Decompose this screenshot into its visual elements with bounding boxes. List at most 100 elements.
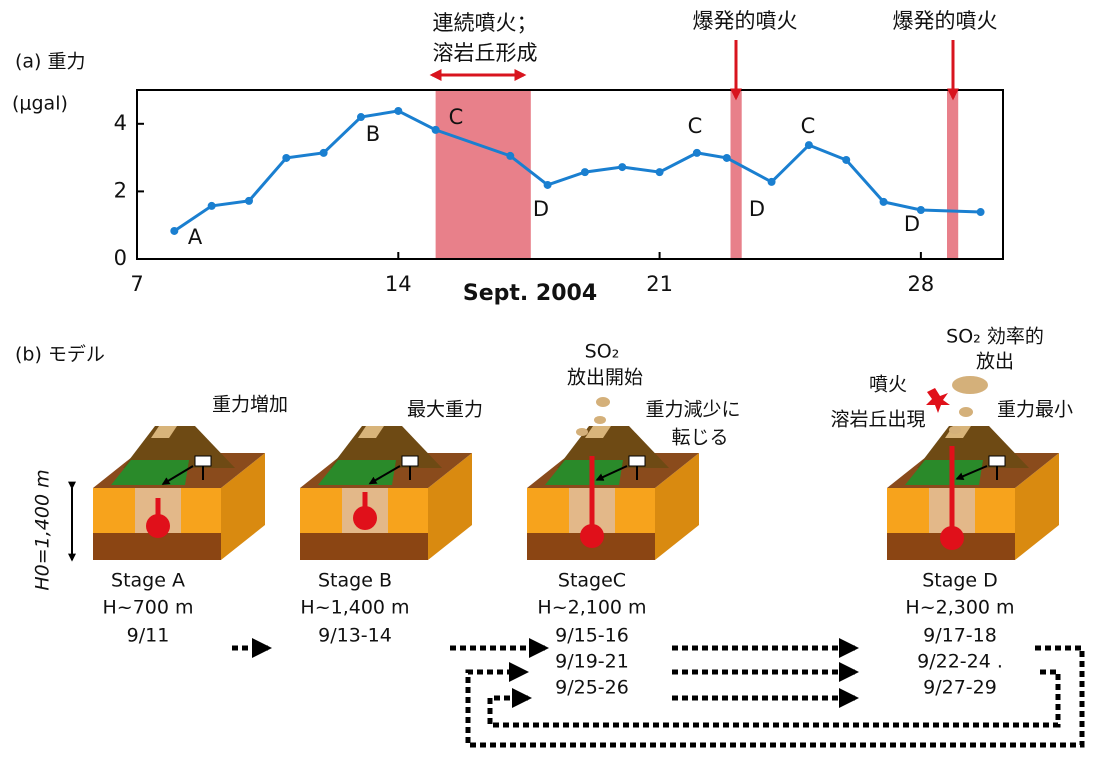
point-label: D: [749, 197, 765, 221]
stage-depth: H~2,100 m: [537, 597, 646, 619]
stage-note: 重力増加: [212, 394, 288, 416]
y-tick-label: 4: [114, 111, 127, 135]
y-tick-label: 0: [114, 246, 127, 270]
magma-chamber: [940, 526, 964, 550]
magma-chamber: [580, 524, 604, 548]
block-face: [585, 426, 611, 438]
stage-note: 放出: [976, 351, 1014, 373]
x-tick-label: 7: [130, 272, 143, 296]
data-point: [842, 155, 851, 164]
gravity-arrow: [955, 465, 988, 480]
block-face: [1015, 453, 1059, 560]
block-bottom: [300, 533, 428, 560]
point-label: B: [366, 122, 380, 146]
block-diagram: [93, 426, 265, 560]
block-face: [221, 453, 265, 560]
stage-date: 9/22-24 .: [917, 651, 1003, 673]
stage-date: 9/11: [127, 625, 170, 647]
point-label: C: [688, 114, 703, 138]
instrument: [628, 455, 646, 467]
data-point: [170, 226, 179, 235]
y-axis-label: (μgal): [12, 93, 68, 115]
stage-note: 噴火: [869, 374, 907, 396]
chart-title: (a) 重力: [15, 51, 86, 73]
so2-puff: [576, 428, 588, 436]
data-line: [173, 109, 981, 233]
block-face: [358, 426, 384, 438]
gravity-arrow: [161, 465, 194, 485]
annotation: 爆発的噴火: [893, 9, 998, 33]
magma-chamber: [353, 506, 377, 530]
so2-puff: [594, 416, 606, 424]
stage-name: Stage A: [111, 570, 185, 592]
stage-date: 9/25-26: [555, 677, 629, 699]
data-point: [207, 201, 216, 210]
x-axis-label: Sept. 2004: [463, 281, 597, 306]
data-point: [506, 151, 515, 160]
data-point: [543, 180, 552, 189]
stage-note: 溶岩丘出現: [830, 409, 925, 431]
point-label: D: [904, 212, 920, 236]
so2-puff: [596, 397, 610, 407]
stage-note: 重力減少に: [645, 399, 740, 421]
stage-name: StageC: [558, 570, 626, 592]
stage-date: 9/27-29: [923, 677, 997, 699]
point-label: A: [188, 225, 203, 249]
gravity-arrow: [368, 465, 401, 485]
stage-date: 9/19-21: [555, 651, 629, 673]
depth-label: H0=1,400 m: [32, 469, 54, 590]
stage-date: 9/15-16: [555, 625, 629, 647]
data-point: [879, 197, 888, 206]
point-label: C: [801, 114, 816, 138]
eruption-span: [730, 90, 742, 259]
stage-note: SO₂: [585, 341, 620, 363]
x-tick-label: 14: [385, 272, 412, 296]
data-point: [394, 106, 403, 115]
eruption-span: [435, 90, 531, 259]
eruption-span: [947, 90, 959, 259]
stage-date: 9/13-14: [318, 625, 392, 647]
data-point: [655, 168, 664, 177]
stage-date: 9/17-18: [923, 625, 997, 647]
stage-note: 放出開始: [567, 367, 643, 389]
data-point: [692, 148, 701, 157]
model-title: (b) モデル: [15, 344, 105, 366]
data-point: [916, 205, 925, 214]
data-point: [722, 153, 731, 162]
plot-frame: [136, 89, 1004, 260]
data-point: [804, 141, 813, 150]
data-point: [282, 153, 291, 162]
y-tick-label: 2: [114, 178, 127, 202]
block-face: [318, 460, 396, 485]
so2-puff: [959, 407, 973, 417]
eruption-burst: [926, 388, 950, 413]
data-point: [767, 177, 776, 186]
instrument: [401, 455, 419, 467]
stage-note: SO₂ 効率的: [946, 326, 1044, 348]
block-diagram: [887, 426, 1059, 560]
data-point: [244, 196, 253, 205]
stage-name: Stage B: [318, 570, 392, 592]
data-point: [356, 113, 365, 122]
magma-chamber: [146, 514, 170, 538]
block-diagram: [300, 426, 472, 560]
instrument: [988, 455, 1006, 467]
stage-depth: H~1,400 m: [300, 597, 409, 619]
flow-arrows: [232, 638, 1085, 748]
data-point: [580, 168, 589, 177]
data-point: [618, 163, 627, 172]
block-face: [428, 453, 472, 560]
block-diagram: [527, 426, 699, 560]
data-point: [319, 148, 328, 157]
so2-puff: [952, 376, 988, 394]
gravity-arrow: [595, 465, 628, 481]
stage-depth: H~2,300 m: [905, 597, 1014, 619]
annotation: 連続噴火；: [433, 11, 538, 35]
x-tick-label: 21: [646, 272, 673, 296]
point-label: D: [533, 197, 549, 221]
data-point: [431, 125, 440, 134]
stage-note: 転じる: [671, 427, 728, 449]
stage-note: 重力最小: [997, 399, 1073, 421]
